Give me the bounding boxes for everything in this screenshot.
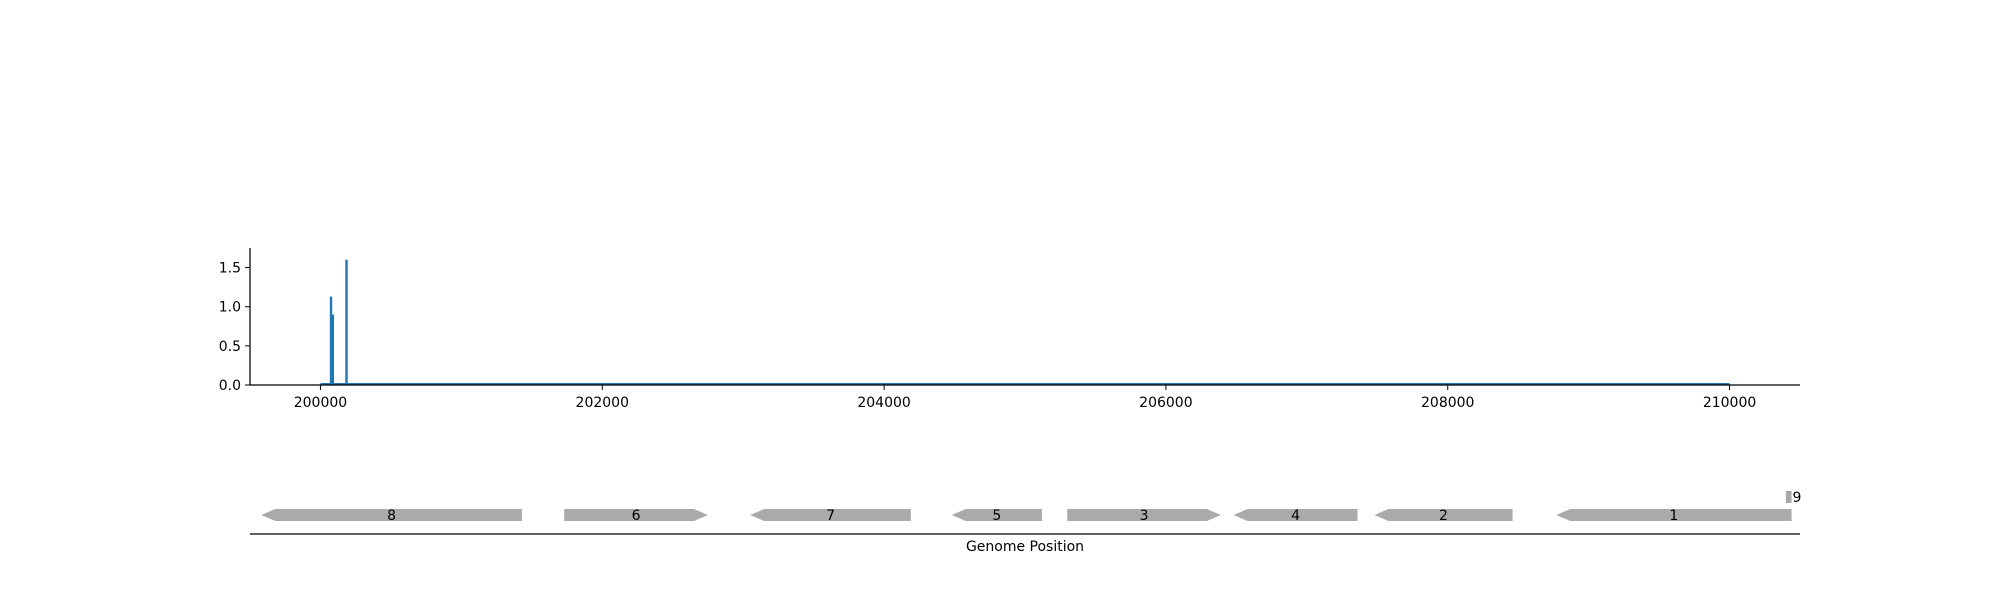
gene-label: 5 bbox=[992, 508, 1001, 524]
coverage-bars bbox=[329, 259, 348, 385]
gene-arrow bbox=[1374, 509, 1513, 521]
gene-label: 8 bbox=[387, 508, 396, 524]
y-tick-label: 0.5 bbox=[219, 339, 241, 355]
x-tick-label: 204000 bbox=[857, 395, 910, 411]
x-tick-label: 208000 bbox=[1421, 395, 1474, 411]
gene-arrow bbox=[1233, 509, 1358, 521]
coverage-plot: 0.0 0.5 1.0 1.5 200000 202000 204000 206000 208… bbox=[219, 248, 1800, 411]
gene-track-xlabel: Genome Position bbox=[966, 539, 1084, 555]
y-axis-ticks: 0.0 0.5 1.0 1.5 bbox=[219, 261, 250, 394]
gene-arrow bbox=[750, 509, 911, 521]
x-tick-label: 202000 bbox=[576, 395, 629, 411]
gene-label: 4 bbox=[1291, 508, 1300, 524]
coverage-bar bbox=[329, 296, 333, 385]
gene-arrow bbox=[564, 509, 708, 521]
coverage-bar bbox=[345, 259, 348, 385]
y-tick-label: 1.0 bbox=[219, 300, 241, 316]
gene-arrow bbox=[1067, 509, 1221, 521]
gene-label: 1 bbox=[1669, 508, 1678, 524]
x-axis-ticks: 200000 202000 204000 206000 208000 210000 bbox=[294, 385, 1756, 411]
gene-arrow bbox=[261, 509, 522, 521]
x-tick-label: 200000 bbox=[294, 395, 347, 411]
coverage-bar bbox=[331, 314, 335, 385]
y-tick-label: 1.5 bbox=[219, 261, 241, 277]
gene-label: 2 bbox=[1439, 508, 1448, 524]
gene-label: 7 bbox=[826, 508, 835, 524]
x-tick-label: 206000 bbox=[1139, 395, 1192, 411]
gene-arrow bbox=[951, 509, 1042, 521]
y-tick-label: 0.0 bbox=[219, 378, 241, 394]
gene-label: 6 bbox=[632, 508, 641, 524]
x-tick-label: 210000 bbox=[1703, 395, 1756, 411]
gene-arrow bbox=[1785, 491, 1792, 503]
gene-label: 9 bbox=[1793, 490, 1802, 506]
gene-track: 8 6 7 5 3 4 2 1 9 bbox=[261, 490, 1801, 524]
gene-arrow bbox=[1556, 509, 1792, 521]
gene-label: 3 bbox=[1140, 508, 1149, 524]
